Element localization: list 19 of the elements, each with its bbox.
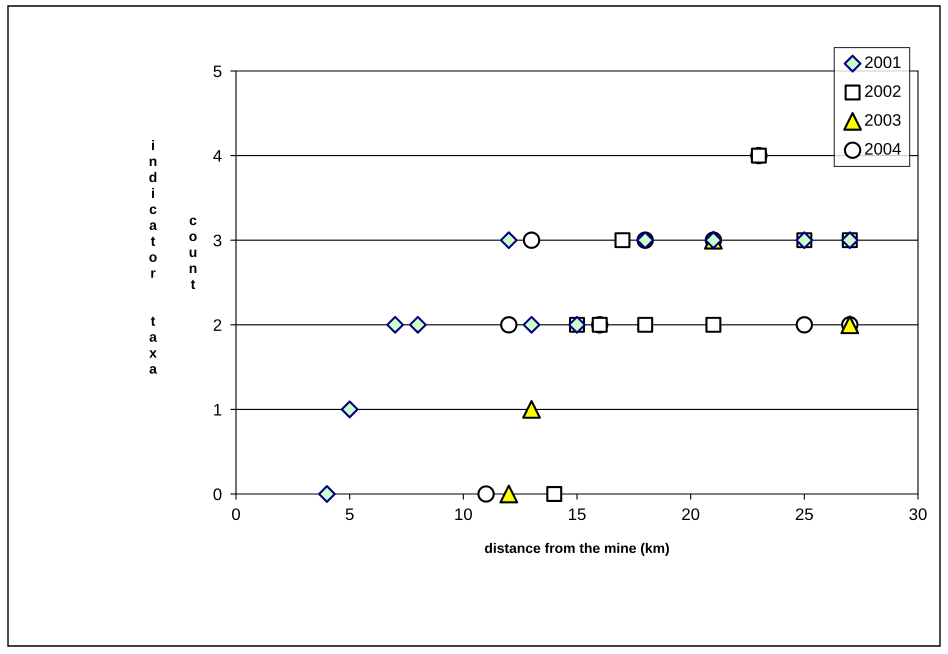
y-tick-label: 5 (214, 66, 222, 78)
legend-label: 2003 (865, 114, 901, 126)
x-tick-label: 0 (232, 508, 240, 520)
legend-label: 2002 (865, 85, 900, 98)
y-tick-label: 4 (213, 150, 222, 162)
y-tick-label: 0 (213, 488, 222, 500)
text: indicator taxa count (149, 140, 197, 374)
x-tick-label: 20 (682, 508, 700, 520)
y-tick-label: 3 (213, 234, 222, 246)
x-tick-label: 15 (569, 508, 586, 520)
legend-label: 2001 (865, 56, 901, 68)
x-tick-label: 5 (346, 508, 354, 520)
y-tick-label: 2 (214, 319, 222, 331)
x-axis-title: distance from the mine (km) (484, 542, 669, 556)
x-tick-label: 10 (455, 508, 472, 520)
x-tick-label: 25 (796, 508, 813, 520)
y-tick-label: 1 (214, 404, 222, 416)
x-tick-label: 30 (909, 508, 927, 520)
legend-label: 2004 (865, 142, 901, 155)
